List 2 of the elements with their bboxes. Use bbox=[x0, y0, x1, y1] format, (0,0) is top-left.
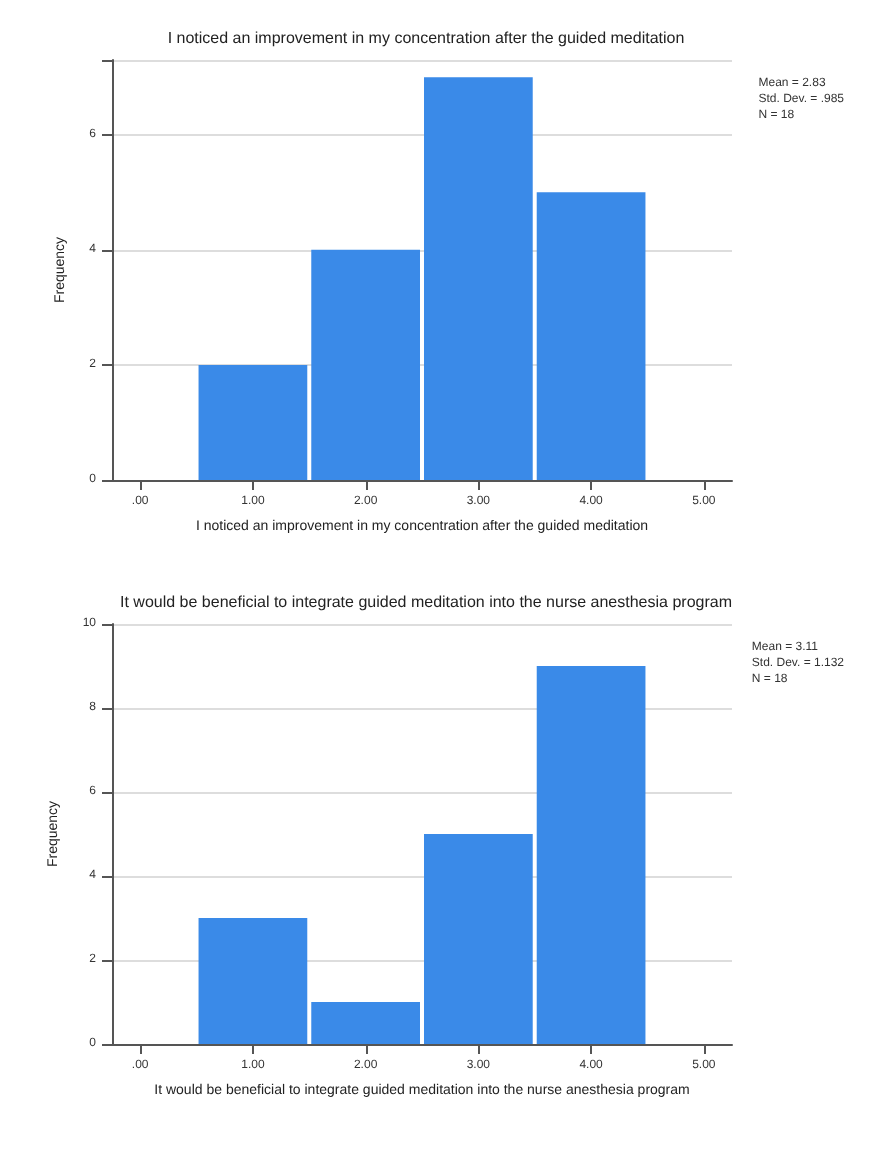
chart-title: I noticed an improvement in my concentration after the guided meditation bbox=[167, 29, 685, 47]
chart-title: It would be beneficial to integrate guided meditation into the nurse anesthesia program bbox=[120, 593, 733, 611]
